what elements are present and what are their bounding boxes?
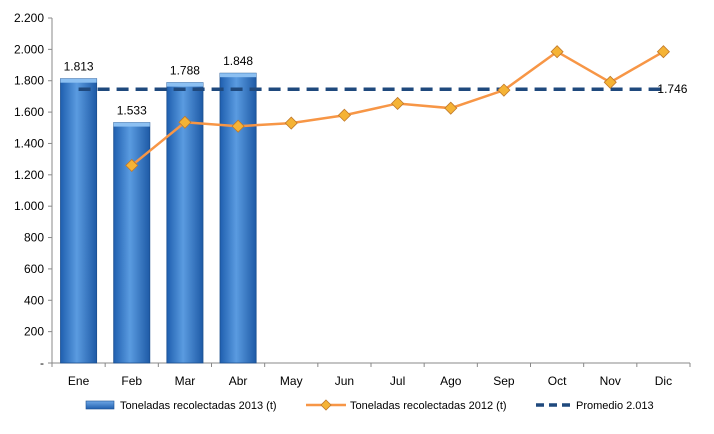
legend-line-marker [320,399,332,411]
x-tick-label: Sep [493,374,515,388]
x-tick-label: Feb [121,374,142,388]
line-point-marker [337,108,351,122]
y-tick-label: 200 [24,325,44,339]
line-point-marker [550,45,564,59]
bar-data-label: 1.848 [223,54,253,68]
line-series [125,45,670,172]
axes: - 200 400 600 800 1.000 1.200 1.400 1.600 1.800 2.… [14,11,691,388]
x-tick-label: Nov [600,374,621,388]
y-tick-label: 1.800 [14,74,44,88]
bar [219,72,257,364]
legend-label: Toneladas recolectadas 2013 (t) [120,400,277,412]
x-tick-label: May [280,374,303,388]
x-tick-label: Jul [390,374,405,388]
bar-top-highlight [60,78,97,83]
line-point-marker [231,119,245,133]
line-point-marker [656,45,670,59]
bar [166,82,204,364]
x-tick-label: Dic [655,374,672,388]
x-tick-label: Ago [440,374,462,388]
legend: Toneladas recolectadas 2013 (t) Toneladas… [85,399,654,412]
legend-label: Promedio 2.013 [576,400,654,412]
bar-data-label: 1.788 [170,64,200,78]
x-tick-label: Oct [548,374,567,388]
x-tick-label: Abr [229,374,248,388]
line-point-marker [497,83,511,97]
legend-bar-swatch [85,400,115,410]
y-tick-label: 400 [24,293,44,307]
y-tick-label: 1.000 [14,199,44,213]
x-tick-label: Ene [68,374,90,388]
bars [60,72,257,364]
y-tick-label: 2.200 [14,11,44,25]
line-point-marker [444,101,458,115]
y-tick-label: 1.200 [14,168,44,182]
bar-data-label: 1.533 [117,104,147,118]
bar-data-label: 1.813 [64,60,94,74]
y-tick-label: 800 [24,231,44,245]
x-tick-label: Jun [335,374,354,388]
line-point-marker [125,158,139,172]
y-tick-label: - [40,356,44,370]
bar-top-highlight [166,82,203,87]
bar [113,122,151,364]
line-point-marker [178,115,192,129]
y-tick-label: 2.000 [14,42,44,56]
data-labels: 1.813 1.533 1.788 1.848 1.746 [64,54,688,117]
x-tick-label: Mar [175,374,196,388]
line-point-marker [603,75,617,89]
legend-label: Toneladas recolectadas 2012 (t) [350,400,507,412]
bar-top-highlight [220,73,257,78]
y-tick-label: 600 [24,262,44,276]
bar-top-highlight [113,122,150,127]
y-tick-label: 1.600 [14,105,44,119]
line-point-marker [284,116,298,130]
bar [60,78,98,364]
y-tick-label: 1.400 [14,136,44,150]
average-data-label: 1.746 [657,82,687,96]
line-point-marker [391,96,405,111]
